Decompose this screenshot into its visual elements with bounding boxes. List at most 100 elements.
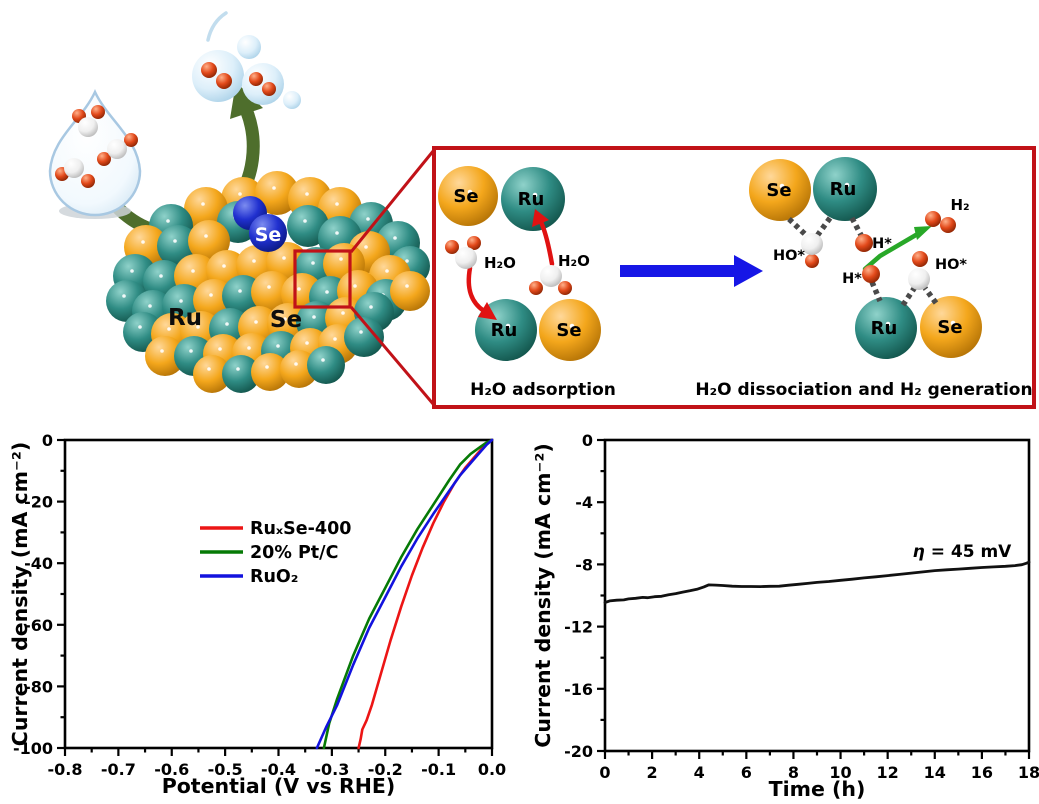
- sphere-highlight: [405, 259, 409, 263]
- x-tick-label: -0.6: [154, 760, 189, 779]
- y-tick-label: -40: [24, 554, 53, 573]
- adsorption-arrow: [466, 265, 497, 320]
- bubble: [283, 91, 301, 109]
- x-tick-label: -0.8: [48, 760, 83, 779]
- sphere-highlight: [267, 285, 271, 289]
- x-tick-label: -0.1: [421, 760, 456, 779]
- sphere-highlight: [303, 219, 307, 223]
- dissociation-panel: Se Ru Ru Se HO* H*: [695, 157, 1033, 400]
- h2o-label: H₂O: [558, 252, 590, 270]
- sphere-highlight: [305, 192, 309, 196]
- y-tick-label: -20: [564, 742, 593, 761]
- sphere-highlight: [325, 290, 329, 294]
- sphere-highlight: [312, 315, 316, 319]
- sphere-highlight: [207, 367, 211, 371]
- sphere-highlight: [353, 284, 357, 288]
- sphere-highlight: [393, 236, 397, 240]
- series-20-pt-c: [322, 438, 494, 750]
- stability-chart: 0 2 4 6 8 10 12 14 16 18 0 -4 -8 -12 -16 -20 Time (h) Cur…: [531, 431, 1039, 801]
- h2-label: H₂: [950, 196, 969, 214]
- sphere-highlight: [167, 327, 171, 331]
- se-atom-sphere: [184, 187, 228, 231]
- se-atom-sphere: [251, 271, 293, 313]
- sphere-highlight: [252, 259, 256, 263]
- ru-atom-sphere: [222, 355, 260, 393]
- y-tick-label: -12: [564, 618, 593, 637]
- sparkle-arc: [206, 11, 228, 42]
- x-tick-label: 4: [694, 763, 705, 782]
- series-ru-se-400-chronoamperometry: [603, 560, 1031, 604]
- water-molecule: [529, 265, 572, 295]
- se-atom-sphere: [193, 355, 231, 393]
- sphere-highlight: [148, 304, 152, 308]
- lsv-polarization-chart: -0.8 -0.7 -0.6 -0.5 -0.4 -0.3 -0.2 -0.1 0.0 0 -20 -…: [8, 431, 506, 798]
- dissociation-caption: H₂O dissociation and H₂ generation: [695, 380, 1032, 400]
- y-tick-label: 0: [42, 431, 53, 450]
- sphere-highlight: [122, 294, 126, 298]
- ru-atom-sphere: [307, 346, 345, 384]
- se-atom-sphere: [251, 353, 289, 391]
- water-molecule: [55, 158, 95, 188]
- sphere-label-se: Se: [556, 320, 581, 341]
- y-tick-label: -8: [575, 555, 593, 574]
- nanoparticle-cluster: [106, 171, 430, 393]
- sphere-highlight: [341, 311, 345, 315]
- se-dopant-spheres: [233, 196, 287, 252]
- x-tick-label: 0: [599, 763, 610, 782]
- x-tick-label: 16: [971, 763, 993, 782]
- y-axis-title: Current density (mA cm⁻²): [8, 442, 32, 746]
- ho-star-label: HO*: [935, 257, 967, 273]
- se-atom-sphere: [390, 271, 430, 311]
- bubble: [237, 35, 261, 59]
- sphere-label-ru: Ru: [830, 179, 857, 200]
- plot-frame: [63, 438, 494, 750]
- sphere-label-ru: Ru: [871, 318, 898, 339]
- sphere-highlight: [369, 305, 373, 309]
- water-droplet: [48, 89, 142, 219]
- legend-label: 20% Pt/C: [250, 543, 338, 563]
- sphere-highlight: [333, 337, 337, 341]
- reaction-step-arrow: [620, 255, 763, 287]
- zoom-connector-bottom: [349, 306, 436, 406]
- sphere-highlight: [305, 341, 309, 345]
- adsorption-bonds: [787, 216, 939, 307]
- sphere-highlight: [173, 239, 177, 243]
- h-star-label: H*: [872, 236, 892, 252]
- sphere-highlight: [254, 320, 258, 324]
- se-atom-sphere: [255, 171, 299, 215]
- y-tick-label: -16: [564, 680, 593, 699]
- water-molecule: [72, 105, 105, 137]
- sphere-highlight: [265, 365, 269, 369]
- sphere-highlight: [218, 347, 222, 351]
- sphere-label-se: Se: [937, 317, 962, 338]
- h2-molecule: [925, 211, 956, 233]
- sphere-highlight: [238, 289, 242, 293]
- y-tick-label: 0: [582, 431, 593, 450]
- sphere-label-ru: Ru: [518, 189, 545, 210]
- sphere-highlight: [160, 349, 164, 353]
- adsorption-panel: Se Ru Ru Se H₂O H₂O: [438, 166, 616, 400]
- y-axis-title: Current density (mA cm⁻²): [531, 443, 555, 747]
- y-tick-label: -4: [575, 493, 593, 512]
- sphere-highlight: [209, 293, 213, 297]
- x-tick-label: -0.3: [314, 760, 349, 779]
- adsorption-caption: H₂O adsorption: [470, 380, 616, 400]
- legend-label: RuₓSe-400: [250, 519, 351, 539]
- overpotential-annotation: η = 45 mV: [913, 542, 1012, 562]
- sphere-highlight: [191, 269, 195, 273]
- sphere-highlight: [366, 217, 370, 221]
- x-tick-label: 10: [829, 763, 851, 782]
- legend-label: RuO₂: [250, 567, 298, 587]
- adsorption-arrow: [532, 209, 555, 267]
- mechanism-illustration: Ru Se Se Se Ru Ru Se: [48, 11, 1036, 409]
- sphere-highlight: [405, 284, 409, 288]
- sphere-highlight: [238, 192, 242, 196]
- x-tick-label: -0.5: [208, 760, 243, 779]
- sphere-highlight: [272, 186, 276, 190]
- y-tick-label: -20: [24, 493, 53, 512]
- sphere-label-ru: Ru: [491, 320, 518, 341]
- x-tick-label: -0.2: [368, 760, 403, 779]
- sphere-highlight: [179, 299, 183, 303]
- bubble: [242, 63, 284, 105]
